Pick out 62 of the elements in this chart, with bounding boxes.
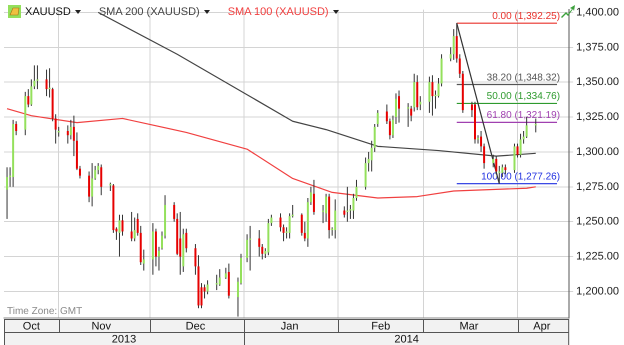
y-tick-label: 1,325.00 [576,111,620,124]
candlestick [15,120,18,136]
candlestick [258,230,260,258]
x-tick-label: Mar [459,320,479,333]
candlestick [520,133,522,158]
candlestick [142,249,145,272]
candlestick [91,162,94,207]
candlestick [70,119,72,140]
y-tick-label: 1,400.00 [576,6,620,18]
candlestick [36,64,38,90]
annotation: 50.00 (1,334.76) [486,91,560,102]
candlestick [27,88,30,108]
candlestick [312,179,315,216]
candlestick [431,74,434,116]
candlestick [130,211,133,242]
candlestick [346,186,348,222]
y-tick-label: 1,350.00 [576,76,620,88]
candlestick [452,28,455,60]
candlestick [218,268,221,286]
x-tick-label: Oct [22,320,40,333]
annotation: 61.80 (1,321.19) [486,110,560,122]
y-tick-label: 1,275.00 [576,180,620,193]
candlestick [216,274,218,291]
y-tick-label: 1,250.00 [576,216,620,228]
series-label: SMA 200 (XAUUSD) [98,6,200,18]
candlestick [261,244,264,260]
candlestick [118,214,120,258]
candlestick [492,154,494,168]
text: 2014 [394,334,419,345]
y-tick-label: 1,300.00 [576,146,620,158]
x-tick-label: Dec [186,320,206,333]
candlestick [249,225,252,272]
y-tick-label: 1,225.00 [576,250,620,263]
candlestick [228,263,230,299]
text: 2013 [112,334,136,345]
annotation: Time Zone: GMT [7,306,82,317]
legend-label: XAUUSD [25,6,71,18]
candlestick [66,124,69,144]
candlestick [398,90,400,124]
candlestick [46,69,48,97]
candlestick [513,143,516,174]
candlestick [100,164,102,196]
x-tick-label: Nov [91,320,112,333]
candlestick [122,214,124,236]
annotation: 0.00 (1,392.25) [492,10,560,22]
candlestick [428,76,430,114]
candlestick [6,166,8,220]
candlestick [325,193,328,222]
x-tick-label: Feb [371,320,390,333]
candlestick [419,96,422,111]
candlestick [179,211,182,276]
x-tick-label: Jan [280,320,299,333]
text: SMA 100 (XAUUSD) [228,6,329,18]
x-tick-label: Apr [533,320,551,333]
candlestick [376,110,379,128]
candlestick [516,143,519,158]
candlestick [224,267,227,280]
annotation: 38.20 (1,348.32) [486,72,560,84]
y-tick-label: 1,200.00 [576,286,620,298]
y-tick-label: 1,375.00 [576,41,620,54]
candlestick [334,198,336,239]
candlestick [206,280,209,295]
